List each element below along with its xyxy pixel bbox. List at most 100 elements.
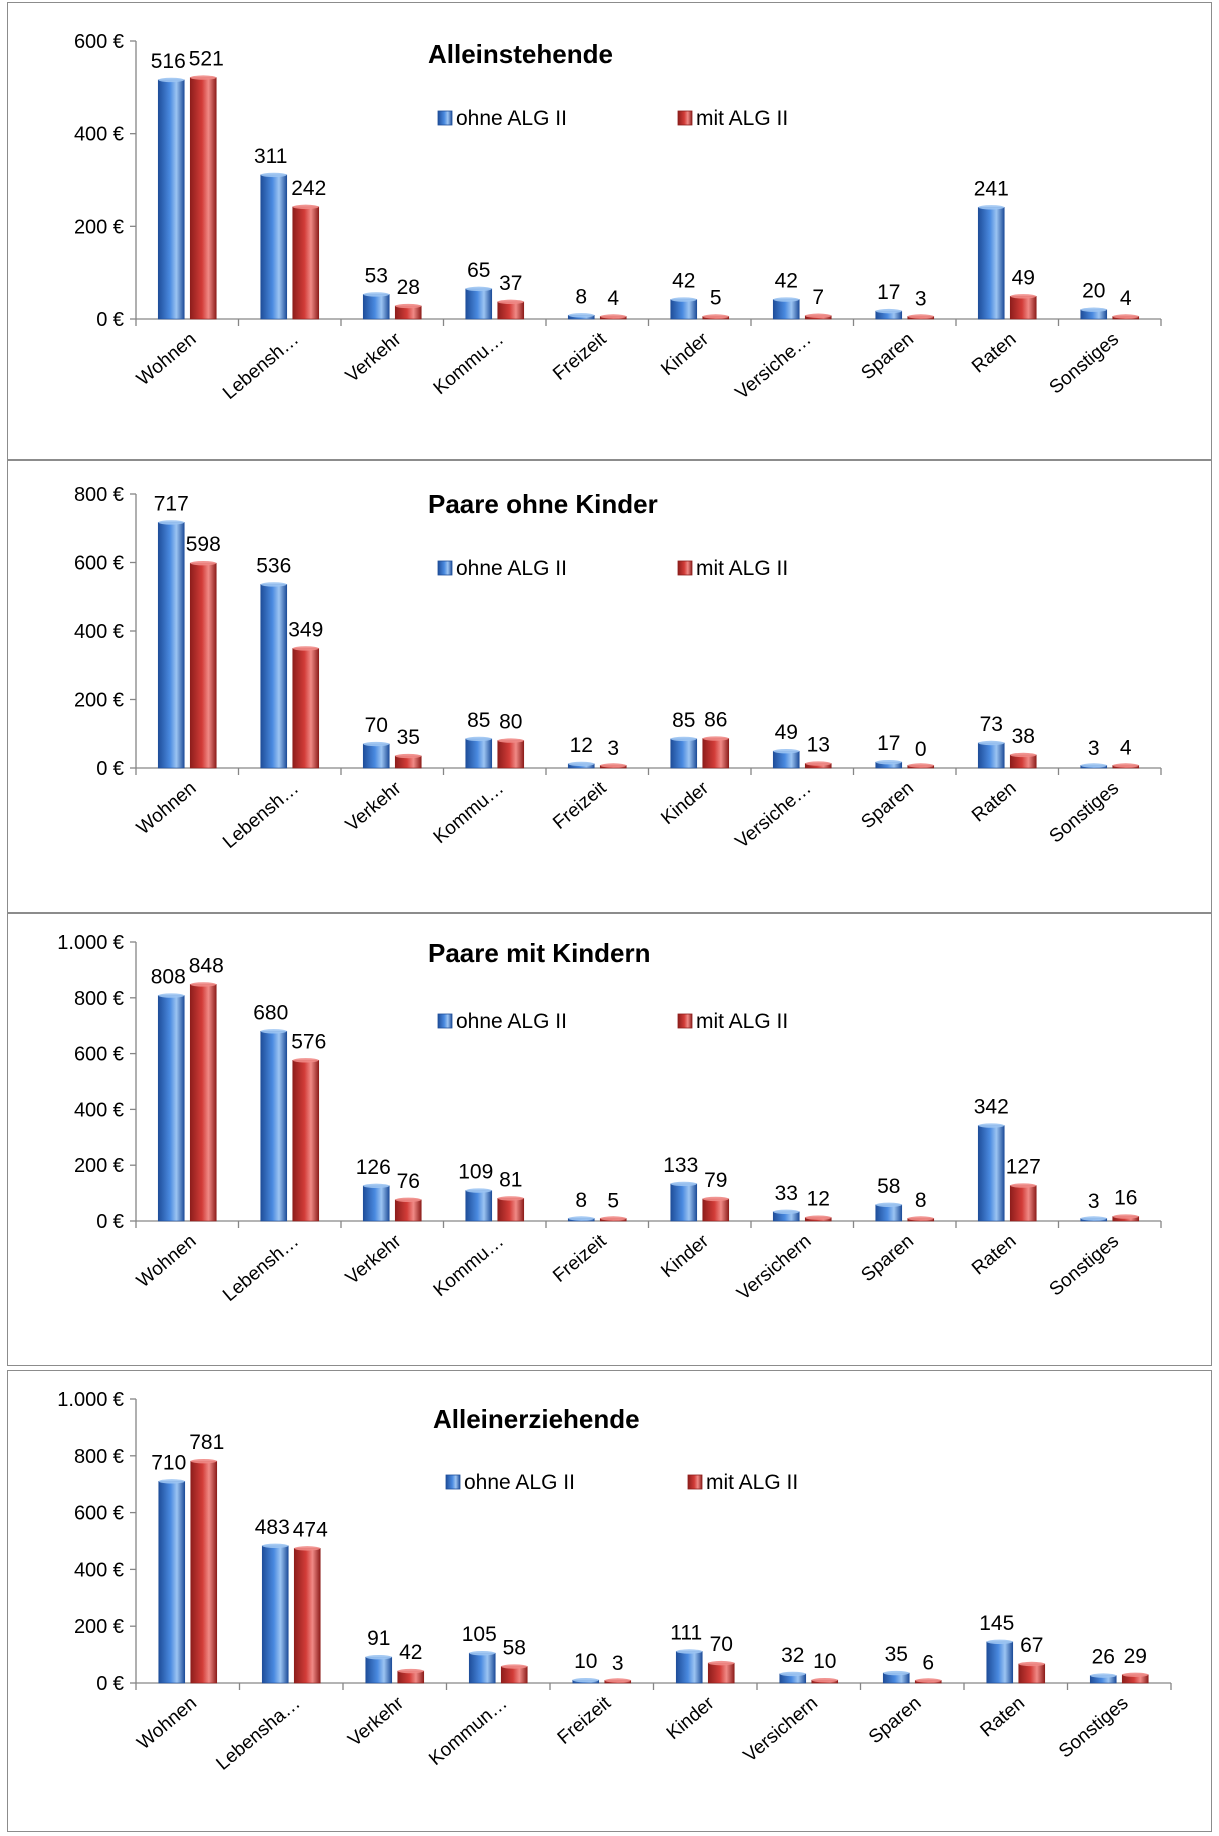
bar-top-highlight: [292, 1058, 319, 1063]
data-label: 53: [365, 264, 388, 287]
data-label: 3: [612, 1652, 624, 1675]
legend-swatch-mit-alg: [677, 560, 693, 576]
y-tick-label: 0 €: [96, 758, 124, 780]
bar-top-highlight: [1122, 1672, 1149, 1677]
x-category-label: Verkehr: [344, 1692, 408, 1751]
x-category-label: Versiche…: [732, 329, 816, 404]
bar-top-highlight: [363, 1183, 390, 1189]
bar-ohne-alg: [670, 1183, 698, 1222]
bar-mit-alg: [702, 1198, 730, 1222]
data-label: 33: [775, 1182, 798, 1205]
bar-ohne-alg: [977, 742, 1005, 769]
legend-label: ohne ALG II: [456, 557, 567, 580]
bar-top-highlight: [158, 1479, 185, 1484]
data-label: 65: [467, 259, 490, 282]
data-label: 86: [704, 709, 727, 732]
bar-top-highlight: [773, 297, 800, 302]
bar-mit-alg: [500, 1666, 528, 1684]
bar-top-highlight: [158, 520, 185, 525]
data-label: 808: [151, 966, 186, 989]
x-category-label: Freizeit: [554, 1692, 616, 1749]
bar-top-highlight: [363, 741, 390, 747]
bar-ohne-alg: [362, 294, 390, 320]
data-label: 29: [1124, 1645, 1147, 1668]
y-tick-label: 200 €: [74, 1155, 124, 1177]
x-category-label: Wohnen: [134, 1693, 201, 1754]
bar-mit-alg: [189, 562, 217, 769]
bar-mit-alg: [189, 984, 217, 1222]
bar-top-highlight: [190, 560, 217, 566]
data-label: 10: [813, 1650, 836, 1673]
y-tick-label: 800 €: [74, 988, 124, 1010]
y-tick-label: 400 €: [74, 1099, 124, 1121]
x-category-label: Sonstiges: [1046, 329, 1123, 399]
bar-top-highlight: [978, 205, 1005, 210]
data-label: 598: [186, 533, 221, 556]
bar-ohne-alg: [468, 1652, 496, 1684]
bar-mit-alg: [293, 1548, 321, 1684]
x-category-label: Kommu…: [430, 1231, 508, 1301]
data-label: 17: [877, 281, 900, 304]
data-label: 349: [288, 618, 323, 641]
x-category-label: Kommu…: [430, 778, 508, 848]
bar-top-highlight: [773, 1209, 800, 1214]
data-label: 81: [499, 1168, 522, 1191]
data-label: 3: [1088, 737, 1100, 760]
data-label: 80: [499, 711, 522, 734]
bar-top-highlight: [1112, 1214, 1139, 1219]
y-tick-label: 800 €: [74, 1446, 124, 1468]
data-label: 85: [672, 709, 695, 732]
data-label: 58: [877, 1175, 900, 1198]
legend-swatch-mit-alg: [677, 1013, 693, 1029]
data-label: 42: [399, 1641, 422, 1664]
x-category-label: Wohnen: [133, 778, 200, 839]
data-label: 3: [607, 737, 619, 760]
data-label: 16: [1114, 1187, 1137, 1210]
x-category-label: Kinder: [657, 1230, 713, 1282]
bar-top-highlight: [465, 736, 492, 742]
x-category-label: Sonstiges: [1055, 1693, 1132, 1763]
bar-top-highlight: [262, 1543, 289, 1549]
legend-swatch-mit-alg: [687, 1474, 703, 1490]
y-tick-label: 0 €: [96, 309, 124, 331]
x-category-label: Wohnen: [133, 329, 200, 390]
bar-top-highlight: [779, 1671, 806, 1677]
data-label: 49: [775, 721, 798, 744]
bar-ohne-alg: [260, 1030, 288, 1222]
y-tick-label: 0 €: [96, 1673, 124, 1695]
data-label: 710: [151, 1451, 186, 1474]
bar-top-highlight: [702, 314, 729, 319]
y-tick-label: 600 €: [74, 553, 124, 575]
data-label: 3: [915, 288, 927, 311]
data-label: 12: [570, 734, 593, 757]
bar-mit-alg: [394, 1199, 422, 1222]
x-category-label: Kommun…: [425, 1693, 511, 1770]
bar-top-highlight: [365, 1654, 392, 1660]
y-tick-label: 600 €: [74, 31, 124, 53]
data-label: 4: [1120, 737, 1132, 760]
bar-top-highlight: [292, 204, 319, 210]
data-label: 42: [672, 270, 695, 293]
data-label: 28: [397, 276, 420, 299]
data-label: 8: [575, 285, 587, 308]
legend-swatch-ohne-alg: [437, 110, 453, 126]
bar-mit-alg: [1009, 295, 1037, 320]
bar-top-highlight: [773, 749, 800, 754]
bar-top-highlight: [875, 1202, 902, 1208]
bar-top-highlight: [986, 1639, 1013, 1645]
y-tick-label: 400 €: [74, 124, 124, 146]
data-label: 26: [1092, 1646, 1115, 1669]
data-label: 145: [979, 1612, 1014, 1635]
legend-swatch-mit-alg: [677, 110, 693, 126]
bar-top-highlight: [600, 763, 627, 768]
bar-mit-alg: [190, 1460, 218, 1684]
legend-label: mit ALG II: [696, 107, 788, 130]
data-label: 342: [974, 1096, 1009, 1119]
bar-top-highlight: [670, 736, 697, 742]
data-label: 13: [807, 734, 830, 757]
data-label: 79: [704, 1169, 727, 1192]
data-label: 521: [189, 48, 224, 71]
y-tick-label: 800 €: [74, 484, 124, 506]
bar-top-highlight: [294, 1546, 321, 1551]
